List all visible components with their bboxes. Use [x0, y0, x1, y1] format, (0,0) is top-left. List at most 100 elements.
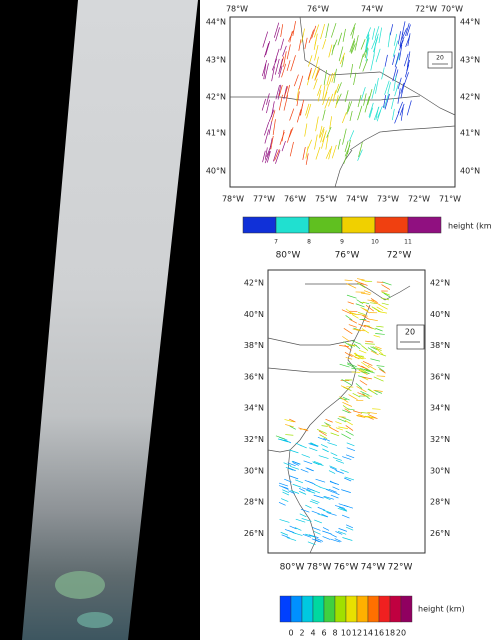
- wind-arrow: [383, 94, 387, 108]
- wind-arrow: [294, 527, 302, 531]
- wind-arrow: [349, 110, 353, 121]
- wind-arrow: [323, 437, 331, 442]
- wind-arrow: [288, 127, 294, 138]
- wind-arrow: [296, 109, 302, 123]
- wind-arrow: [347, 301, 354, 305]
- wind-arrow: [275, 27, 280, 42]
- wind-arrow: [311, 67, 317, 79]
- wind-arrow: [311, 489, 321, 494]
- wind-arrow: [282, 45, 287, 57]
- wind-arrow: [360, 86, 366, 100]
- wind-arrow: [367, 364, 377, 371]
- wind-arrow: [307, 139, 312, 150]
- wind-arrow: [337, 530, 347, 535]
- wind-arrow: [275, 150, 281, 164]
- wind-arrow: [351, 27, 355, 39]
- wind-arrow: [270, 135, 274, 150]
- wind-arrow: [342, 128, 347, 145]
- colorbar-label: height (km): [418, 605, 465, 614]
- wind-arrow: [376, 375, 386, 377]
- wind-arrow: [345, 526, 354, 531]
- wind-arrow: [330, 533, 337, 538]
- wind-arrow: [356, 328, 365, 332]
- wind-arrow: [362, 376, 372, 380]
- wind-arrow: [330, 466, 338, 471]
- wind-arrow: [323, 495, 334, 500]
- wind-arrow: [330, 22, 337, 38]
- wind-arrow: [344, 90, 349, 103]
- wind-arrow: [262, 150, 266, 163]
- lat-label: 32°N: [430, 435, 450, 444]
- wind-arrow: [350, 40, 356, 53]
- wind-arrow: [304, 37, 308, 50]
- colorbar-tick-label: 10: [371, 239, 379, 246]
- colorbar-swatch: [312, 595, 325, 623]
- wind-arrow: [326, 126, 332, 138]
- colorbar-bottom: height (km) 0 2 4 6 8 10 12 14 16 18 20: [279, 595, 465, 638]
- wind-arrow: [298, 75, 304, 90]
- wind-arrow: [376, 110, 382, 122]
- wind-arrow: [358, 142, 363, 158]
- wind-arrow: [313, 78, 318, 90]
- wind-arrow: [353, 353, 363, 360]
- wind-arrow: [339, 52, 346, 65]
- wind-arrow: [269, 138, 273, 150]
- colorbar-swatch: [290, 595, 303, 623]
- wind-arrow: [357, 364, 365, 369]
- wind-arrow: [301, 487, 311, 492]
- lat-label: 42°N: [460, 93, 480, 102]
- wind-arrow: [406, 100, 412, 116]
- lon-label: 74°W: [346, 195, 368, 204]
- wind-arrow: [351, 314, 359, 319]
- wind-arrow: [327, 442, 338, 446]
- wind-arrow: [339, 345, 350, 348]
- wind-arrow: [406, 59, 411, 71]
- wind-arrow: [272, 119, 276, 136]
- wind-arrow: [335, 427, 344, 431]
- wind-arrow: [320, 23, 326, 40]
- wind-arrow: [311, 25, 317, 39]
- wind-arrow: [295, 479, 304, 484]
- wind-arrow: [264, 150, 271, 164]
- lat-label: 40°N: [244, 310, 264, 319]
- wind-arrow: [395, 52, 401, 65]
- wind-arrow: [368, 388, 376, 394]
- lat-label: 41°N: [460, 129, 480, 138]
- wind-arrow: [305, 467, 313, 472]
- wind-arrow: [373, 106, 380, 121]
- wind-arrow: [320, 129, 325, 143]
- wind-arrow: [392, 54, 396, 65]
- wind-arrow: [341, 489, 351, 493]
- wind-arrow: [378, 353, 387, 357]
- wind-arrow: [337, 508, 348, 512]
- wind-arrow: [289, 525, 297, 530]
- wind-arrow: [344, 140, 349, 153]
- wind-arrow: [313, 494, 324, 499]
- wind-arrow: [305, 533, 316, 538]
- wind-arrow: [351, 340, 362, 345]
- wind-arrow: [375, 48, 381, 63]
- wind-arrow: [378, 368, 386, 374]
- lon-label: 78°W: [222, 195, 244, 204]
- wind-arrow: [288, 490, 295, 495]
- wind-arrow: [383, 93, 389, 109]
- wind-arrow: [338, 506, 348, 511]
- wind-arrow: [280, 438, 291, 443]
- wind-arrow: [381, 284, 391, 290]
- wind-arrow: [346, 294, 357, 299]
- wind-arrow: [349, 353, 360, 360]
- wind-arrow: [313, 460, 322, 465]
- wind-arrow: [292, 532, 303, 536]
- wind-arrow: [306, 489, 316, 494]
- wind-arrow: [301, 454, 310, 458]
- wind-arrow: [301, 28, 305, 43]
- wind-arrow: [364, 47, 368, 59]
- lat-label: 32°N: [244, 435, 264, 444]
- colorbar-tick-label: 12: [352, 629, 362, 638]
- wind-arrow: [384, 93, 390, 110]
- wind-arrow: [311, 538, 320, 543]
- wind-arrow: [335, 459, 345, 464]
- wind-arrow: [367, 347, 377, 354]
- wind-arrow: [262, 31, 269, 48]
